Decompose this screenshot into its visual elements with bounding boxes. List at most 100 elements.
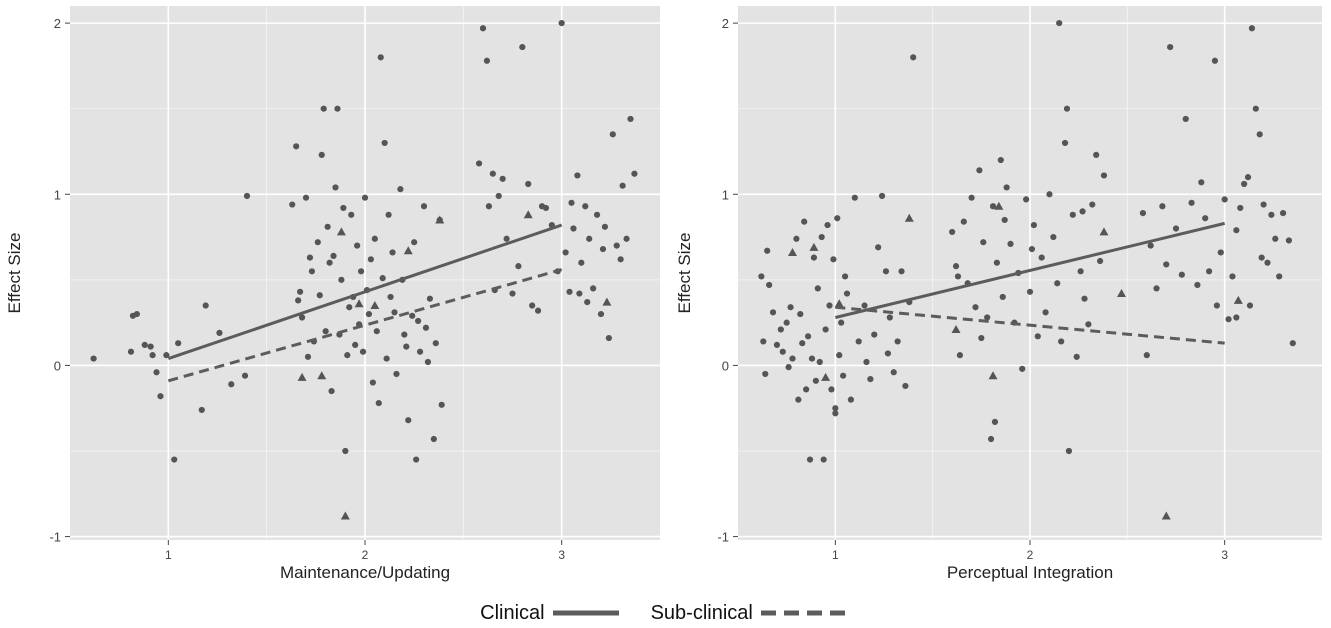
- data-point-circle: [348, 211, 355, 218]
- data-point-circle: [1079, 208, 1086, 215]
- data-point-circle: [387, 293, 394, 301]
- data-point-circle: [1229, 273, 1236, 280]
- y-tick-label: -1: [49, 530, 61, 545]
- data-point-circle: [483, 57, 491, 64]
- data-point-circle: [1081, 295, 1088, 302]
- data-point-circle: [1182, 115, 1189, 123]
- data-point-circle: [430, 435, 437, 443]
- data-point-circle: [795, 396, 802, 403]
- data-point-circle: [298, 314, 306, 321]
- data-point-circle: [783, 319, 790, 326]
- data-point-circle: [289, 201, 296, 208]
- data-point-circle: [1061, 139, 1069, 147]
- data-point-circle: [613, 242, 620, 249]
- data-point-triangle: [370, 301, 380, 310]
- legend: Clinical Sub-clinical: [0, 598, 1331, 628]
- data-point-triangle: [297, 372, 307, 381]
- data-point-circle: [198, 406, 205, 414]
- data-point-circle: [601, 223, 609, 230]
- data-point-circle: [515, 263, 522, 270]
- data-point-circle: [631, 170, 638, 177]
- data-point-circle: [593, 211, 601, 218]
- data-point-triangle: [994, 201, 1004, 210]
- y-tick-label: 0: [722, 358, 729, 373]
- data-point-circle: [804, 333, 812, 340]
- data-point-circle: [1042, 309, 1049, 316]
- data-point-circle: [1289, 340, 1296, 347]
- data-point-circle: [1205, 268, 1213, 275]
- data-point-circle: [836, 352, 843, 359]
- x-tick-label: 2: [1027, 548, 1034, 562]
- data-point-circle: [241, 372, 249, 379]
- data-point-circle: [377, 54, 384, 61]
- data-point-circle: [344, 352, 351, 359]
- data-point-circle: [422, 324, 430, 331]
- data-point-circle: [485, 203, 492, 210]
- data-point-circle: [558, 20, 565, 27]
- grid: [70, 6, 660, 540]
- data-point-circle: [793, 235, 800, 242]
- legend-dashed-line-icon: [760, 610, 849, 616]
- data-point-circle: [1279, 209, 1287, 217]
- data-point-circle: [838, 319, 845, 326]
- data-point-circle: [980, 239, 987, 246]
- data-point-circle: [619, 182, 626, 189]
- data-point-circle: [1034, 333, 1041, 340]
- data-point-circle: [586, 235, 593, 242]
- data-point-circle: [371, 235, 378, 242]
- data-point-circle: [1241, 180, 1248, 188]
- data-point-circle: [1268, 211, 1275, 218]
- data-point-circle: [867, 376, 874, 383]
- data-point-triangle: [951, 324, 961, 333]
- data-point-circle: [949, 228, 956, 236]
- data-point-circle: [828, 386, 835, 393]
- data-point-circle: [411, 239, 418, 246]
- data-point-circle: [1264, 259, 1271, 266]
- data-point-circle: [841, 273, 849, 280]
- fit-line-clinical: [167, 223, 563, 360]
- data-point-circle: [163, 352, 170, 359]
- data-point-circle: [340, 204, 347, 212]
- data-point-circle: [420, 203, 428, 210]
- legend-label-subclinical: Sub-clinical: [650, 601, 753, 624]
- data-point-circle: [1198, 179, 1205, 186]
- data-point-circle: [847, 396, 855, 403]
- data-point-circle: [413, 456, 420, 463]
- data-point-circle: [578, 259, 585, 266]
- data-point-circle: [403, 343, 410, 350]
- data-point-circle: [334, 105, 341, 112]
- data-point-circle: [1054, 280, 1061, 287]
- data-point-circle: [332, 184, 339, 191]
- data-point-circle: [590, 285, 597, 292]
- data-point-circle: [1163, 261, 1170, 268]
- data-point-circle: [529, 302, 536, 309]
- data-point-circle: [1211, 57, 1219, 64]
- data-point-circle: [882, 268, 890, 275]
- data-point-circle: [1217, 249, 1224, 256]
- data-point-circle: [840, 372, 847, 379]
- data-point-circle: [202, 302, 209, 309]
- data-point-circle: [133, 310, 140, 318]
- data-point-circle: [1046, 191, 1053, 198]
- data-point-circle: [808, 355, 816, 362]
- data-point-circle: [978, 334, 985, 342]
- data-point-circle: [818, 233, 825, 241]
- data-point-circle: [787, 304, 794, 311]
- data-point-circle: [816, 358, 823, 366]
- data-point-circle: [956, 352, 964, 359]
- data-point-circle: [306, 254, 314, 261]
- data-point-circle: [1001, 216, 1008, 224]
- series-clinical: [90, 20, 638, 463]
- data-point-circle: [357, 268, 365, 275]
- data-point-circle: [314, 239, 321, 246]
- data-point-triangle: [809, 242, 819, 251]
- data-point-circle: [863, 358, 870, 366]
- data-point-circle: [295, 297, 302, 304]
- data-point-triangle: [602, 297, 612, 306]
- data-point-circle: [1139, 209, 1147, 217]
- data-point-circle: [1233, 227, 1240, 234]
- data-point-circle: [424, 358, 432, 366]
- data-point-circle: [855, 338, 862, 345]
- data-point-circle: [609, 131, 616, 138]
- data-point-circle: [320, 105, 327, 112]
